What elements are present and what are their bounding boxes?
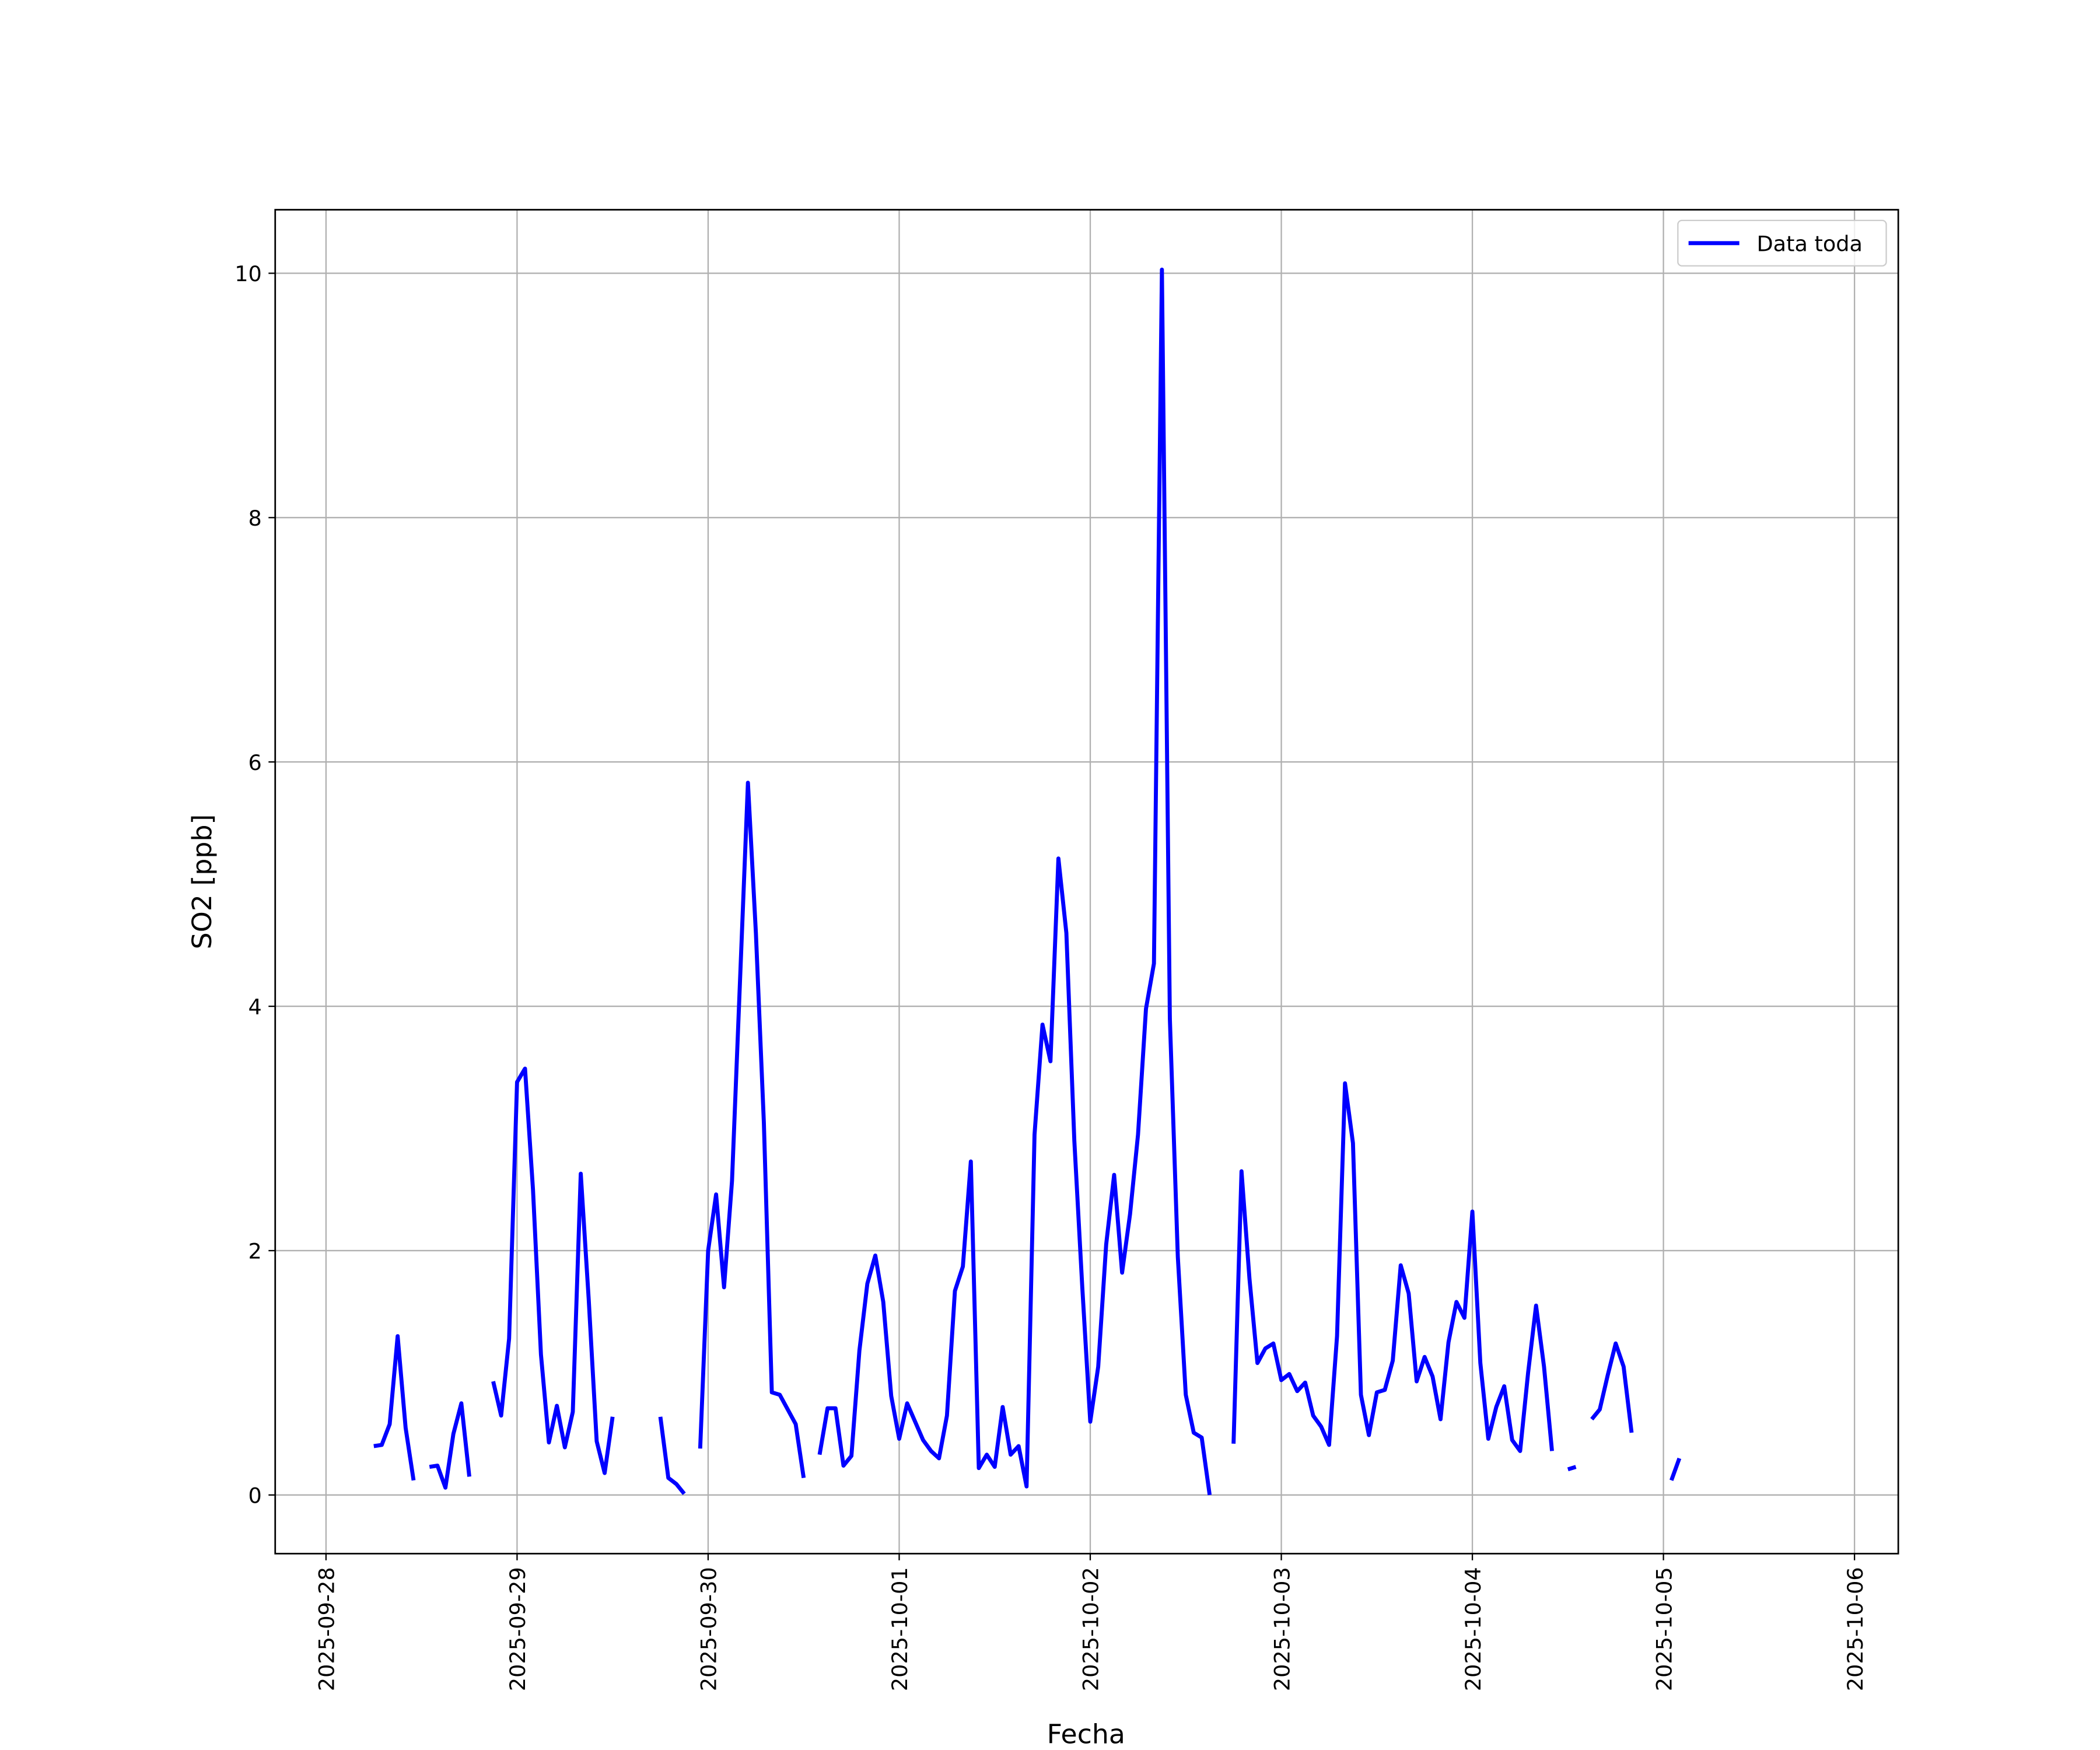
x-tick-label: 2025-10-05 bbox=[1651, 1567, 1676, 1691]
y-tick-label: 10 bbox=[235, 261, 262, 286]
y-tick-label: 4 bbox=[249, 995, 262, 1020]
ticks: 0 2 4 6 8 10 2025-09-28 2025-09-29 2025-09-30 202… bbox=[235, 261, 1868, 1691]
y-tick-label: 8 bbox=[249, 506, 262, 531]
legend: Data toda bbox=[1677, 219, 1887, 267]
x-tick-label: 2025-10-06 bbox=[1843, 1567, 1868, 1691]
x-tick-label: 2025-09-29 bbox=[505, 1567, 530, 1691]
grid bbox=[275, 209, 1899, 1554]
plot-frame bbox=[274, 209, 1899, 1555]
background bbox=[13, 0, 2087, 1750]
x-tick-label: 2025-10-04 bbox=[1461, 1567, 1486, 1691]
x-tick-label: 2025-10-01 bbox=[887, 1567, 912, 1691]
y-tick-label: 0 bbox=[249, 1483, 262, 1508]
x-tick-label: 2025-10-03 bbox=[1269, 1567, 1294, 1691]
x-tick-label: 2025-10-02 bbox=[1079, 1567, 1104, 1691]
legend-box bbox=[1677, 219, 1887, 267]
data-line bbox=[373, 267, 1682, 1496]
lines bbox=[373, 267, 1682, 1496]
y-axis-label: SO2 [ppb] bbox=[186, 814, 218, 950]
legend-label: Data toda bbox=[1756, 232, 1863, 257]
y-tick-label: 6 bbox=[249, 750, 262, 775]
x-tick-label: 2025-09-28 bbox=[314, 1567, 340, 1691]
x-axis-label: Fecha bbox=[1047, 1718, 1125, 1750]
x-tick-label: 2025-09-30 bbox=[696, 1567, 722, 1691]
y-tick-label: 2 bbox=[249, 1239, 262, 1264]
